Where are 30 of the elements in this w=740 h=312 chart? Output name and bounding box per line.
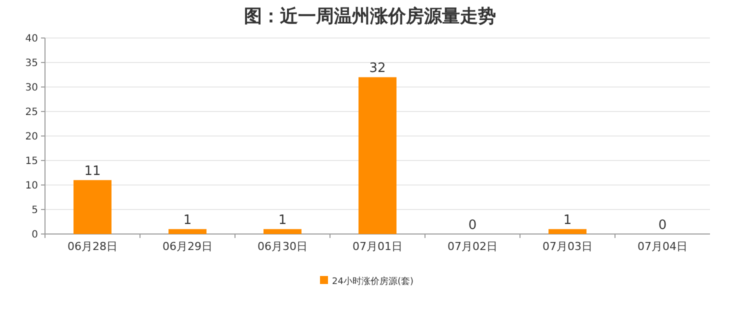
y-tick-label: 40 — [25, 34, 38, 44]
y-tick-label: 35 — [25, 58, 38, 69]
x-tick-label: 06月30日 — [258, 240, 308, 253]
data-label: 0 — [468, 218, 477, 233]
x-tick-label: 06月29日 — [162, 240, 212, 253]
x-tick-label: 06月28日 — [68, 240, 118, 253]
data-label: 1 — [278, 213, 287, 228]
y-tick-label: 10 — [25, 180, 38, 192]
bar — [358, 77, 396, 234]
x-tick-label: 07月04日 — [638, 240, 688, 253]
data-label: 32 — [369, 61, 386, 76]
bar — [548, 229, 586, 234]
data-label: 1 — [563, 213, 572, 228]
bar — [168, 229, 206, 234]
legend-label: 24小时涨价房源(套) — [332, 276, 414, 287]
x-tick-label: 07月02日 — [448, 240, 498, 253]
bar — [74, 180, 112, 234]
y-tick-label: 0 — [32, 230, 38, 240]
data-label: 0 — [658, 218, 667, 233]
chart-title: 图：近一周温州涨价房源量走势 — [244, 6, 496, 27]
x-tick-label: 07月03日 — [542, 240, 592, 253]
y-tick-label: 20 — [25, 132, 38, 142]
y-tick-label: 15 — [25, 156, 38, 167]
x-tick-label: 07月01日 — [352, 240, 402, 253]
bar — [264, 229, 302, 234]
data-label: 1 — [183, 213, 192, 228]
y-tick-label: 25 — [25, 107, 38, 118]
y-tick-label: 5 — [32, 205, 38, 216]
y-tick-label: 30 — [25, 82, 38, 94]
data-label: 11 — [84, 164, 101, 180]
